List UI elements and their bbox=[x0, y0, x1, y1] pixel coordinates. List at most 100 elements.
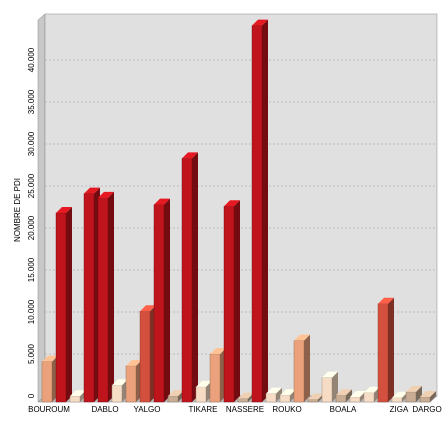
bar-top bbox=[364, 386, 380, 393]
bar-top bbox=[392, 391, 408, 398]
bar-side bbox=[276, 387, 282, 402]
bar-front bbox=[167, 395, 179, 403]
bar-top bbox=[252, 19, 268, 26]
bar-front bbox=[111, 385, 123, 403]
bar-top bbox=[154, 198, 170, 205]
bar bbox=[321, 371, 338, 403]
bar bbox=[55, 207, 72, 403]
y-tick-label: 10.000 bbox=[27, 299, 36, 324]
x-tick-label: YALGO bbox=[134, 405, 161, 414]
bar-front bbox=[139, 311, 151, 403]
x-tick-label: BOUROUM bbox=[28, 405, 70, 414]
bar-front bbox=[55, 212, 67, 403]
bar-top bbox=[294, 334, 310, 341]
bar-top bbox=[280, 389, 296, 396]
bar-front bbox=[195, 386, 207, 403]
x-tick-label: DARGO bbox=[412, 405, 441, 414]
bar-top bbox=[420, 390, 436, 397]
x-tick-label: DABLO bbox=[91, 405, 118, 414]
bar-front bbox=[321, 377, 333, 403]
bar bbox=[153, 198, 170, 403]
bar-top bbox=[196, 380, 212, 387]
x-tick-label: NASSERE bbox=[226, 405, 264, 414]
bar-side bbox=[304, 334, 310, 402]
x-tick-label: ZIGA bbox=[390, 405, 409, 414]
bar-side bbox=[262, 19, 268, 403]
bar-side bbox=[164, 198, 170, 402]
bar-side bbox=[192, 152, 198, 402]
bar-top bbox=[168, 390, 184, 397]
bar-top bbox=[350, 390, 366, 397]
bar-side bbox=[416, 385, 422, 402]
bar-side bbox=[108, 191, 114, 402]
y-tick-label: 5.000 bbox=[27, 343, 36, 364]
bar-top bbox=[308, 393, 324, 400]
bar-top bbox=[210, 348, 226, 355]
bar-front bbox=[83, 193, 95, 403]
bar-side bbox=[66, 207, 72, 402]
bar-top bbox=[406, 385, 422, 392]
bar-front bbox=[69, 395, 81, 403]
bar-top bbox=[182, 152, 198, 159]
bar-side bbox=[332, 371, 338, 402]
bar-front bbox=[97, 197, 109, 403]
bar-side bbox=[388, 297, 394, 402]
bar-front bbox=[279, 395, 291, 403]
bar bbox=[251, 19, 268, 403]
bar-front bbox=[153, 204, 165, 403]
bar bbox=[335, 389, 352, 403]
bar-front bbox=[335, 395, 347, 403]
bar bbox=[97, 191, 114, 403]
bar-top bbox=[70, 390, 86, 397]
bar bbox=[223, 200, 240, 403]
bar-front bbox=[293, 340, 305, 403]
bar bbox=[265, 387, 282, 403]
bar-side bbox=[234, 200, 240, 402]
bar bbox=[405, 385, 422, 403]
y-axis-title: NOMBRE DE PDI bbox=[13, 178, 22, 242]
bar-front bbox=[209, 353, 221, 403]
bar-front bbox=[405, 391, 417, 403]
bar-top bbox=[84, 187, 100, 194]
bar-side bbox=[346, 389, 352, 402]
bar-top bbox=[140, 305, 156, 312]
bar bbox=[419, 390, 436, 403]
x-tick-label: ROUKO bbox=[272, 405, 301, 414]
bar-front bbox=[349, 396, 361, 403]
bar-top bbox=[224, 200, 240, 207]
bar-front bbox=[391, 397, 403, 403]
x-tick-label: TIKARE bbox=[189, 405, 218, 414]
bar-top bbox=[266, 387, 282, 394]
bar bbox=[181, 152, 198, 403]
bar-top bbox=[336, 389, 352, 396]
bar-top bbox=[112, 379, 128, 386]
bar-top bbox=[322, 371, 338, 378]
bar-top bbox=[126, 359, 142, 366]
left-wall bbox=[37, 13, 46, 403]
bar-top bbox=[238, 392, 254, 399]
x-tick-label: BOALA bbox=[330, 405, 357, 414]
bar bbox=[139, 305, 156, 403]
bar-front bbox=[181, 158, 193, 403]
y-tick-label: 0 bbox=[27, 393, 36, 398]
y-tick-label: 30.000 bbox=[27, 131, 36, 156]
bar-side bbox=[430, 390, 436, 402]
bar-top bbox=[42, 355, 58, 362]
y-tick-label: 35.000 bbox=[27, 89, 36, 114]
bar bbox=[209, 348, 226, 403]
bar-front bbox=[41, 361, 53, 403]
bar bbox=[41, 355, 58, 403]
bar-front bbox=[307, 399, 319, 403]
bar bbox=[377, 297, 394, 403]
bar-front bbox=[363, 392, 375, 403]
y-tick-label: 25.000 bbox=[27, 173, 36, 198]
bar bbox=[125, 359, 142, 403]
bar-front bbox=[223, 206, 235, 403]
y-tick-label: 15.000 bbox=[27, 257, 36, 282]
bar bbox=[83, 187, 100, 403]
bar bbox=[293, 334, 310, 403]
y-tick-label: 20.000 bbox=[27, 215, 36, 240]
bar-top bbox=[98, 191, 114, 198]
bar-front bbox=[237, 398, 249, 403]
